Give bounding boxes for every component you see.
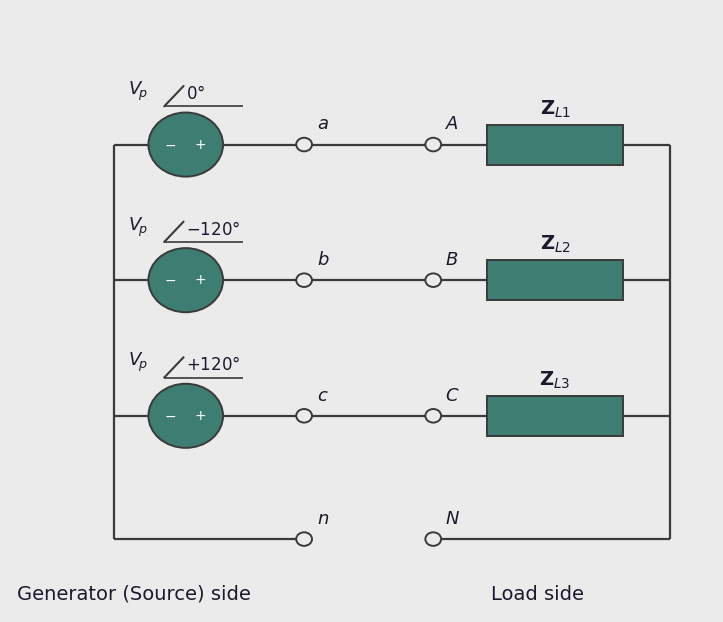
Text: $-$: $-$ [164, 409, 176, 423]
Circle shape [425, 409, 441, 422]
Circle shape [425, 532, 441, 546]
Circle shape [296, 409, 312, 422]
Text: $C$: $C$ [445, 387, 459, 405]
Text: $b$: $b$ [317, 251, 330, 269]
Text: $\mathit{V}_{\!\mathit{p}}$: $\mathit{V}_{\!\mathit{p}}$ [128, 80, 148, 103]
Bar [487, 124, 623, 165]
Circle shape [425, 138, 441, 151]
Text: $n$: $n$ [317, 510, 329, 528]
Text: $\mathit{V}_{\!\mathit{p}}$: $\mathit{V}_{\!\mathit{p}}$ [128, 216, 148, 239]
Bar [487, 396, 623, 436]
Circle shape [425, 274, 441, 287]
Bar [487, 260, 623, 300]
Text: $\mathbf{Z}_{L1}$: $\mathbf{Z}_{L1}$ [539, 98, 571, 119]
Text: $-$: $-$ [164, 137, 176, 152]
Text: $+$: $+$ [194, 409, 206, 423]
Text: Generator (Source) side: Generator (Source) side [17, 585, 251, 604]
Text: $A$: $A$ [445, 116, 459, 134]
Text: $N$: $N$ [445, 510, 460, 528]
Text: $+120°$: $+120°$ [187, 356, 241, 374]
Text: $\mathbf{Z}_{L3}$: $\mathbf{Z}_{L3}$ [539, 369, 571, 391]
Circle shape [148, 384, 223, 448]
Text: $-120°$: $-120°$ [187, 221, 241, 239]
Text: $\mathit{V}_{\!\mathit{p}}$: $\mathit{V}_{\!\mathit{p}}$ [128, 351, 148, 374]
Text: $+$: $+$ [194, 137, 206, 152]
Circle shape [296, 274, 312, 287]
Text: $\mathbf{Z}_{L2}$: $\mathbf{Z}_{L2}$ [539, 234, 570, 255]
Text: $+$: $+$ [194, 273, 206, 287]
Circle shape [296, 532, 312, 546]
Text: Load side: Load side [491, 585, 583, 604]
Text: $a$: $a$ [317, 116, 329, 134]
Text: $B$: $B$ [445, 251, 458, 269]
Text: $c$: $c$ [317, 387, 329, 405]
Circle shape [148, 113, 223, 177]
Text: $0°$: $0°$ [187, 85, 206, 103]
Circle shape [296, 138, 312, 151]
Circle shape [148, 248, 223, 312]
Text: $-$: $-$ [164, 273, 176, 287]
